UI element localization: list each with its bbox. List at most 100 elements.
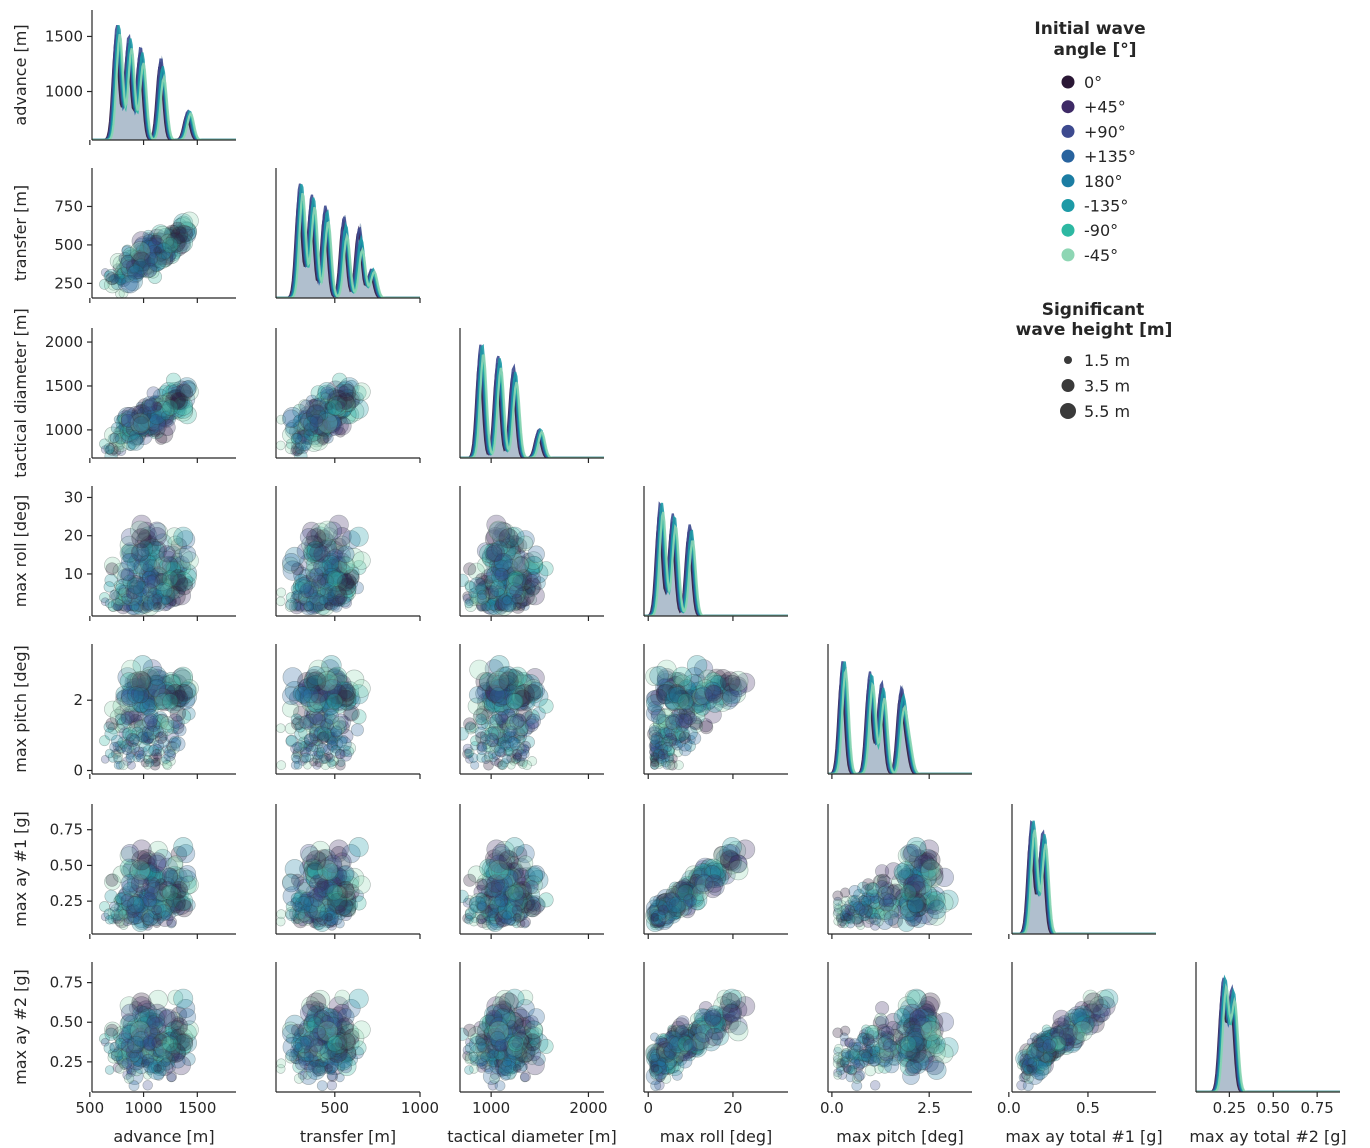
scatter-point bbox=[309, 893, 324, 908]
scatter-point bbox=[499, 590, 510, 601]
scatter-point bbox=[483, 585, 494, 596]
scatter-point bbox=[336, 402, 352, 418]
scatter-point bbox=[297, 589, 310, 602]
scatter-point bbox=[303, 734, 315, 745]
scatter-point bbox=[502, 1057, 512, 1067]
scatter-point bbox=[314, 391, 333, 410]
scatter-point bbox=[299, 427, 318, 446]
scatter-point bbox=[322, 411, 340, 429]
scatter-point bbox=[683, 711, 697, 726]
scatter-point bbox=[524, 555, 544, 575]
y-tick-label: 0 bbox=[73, 761, 83, 779]
scatter-point bbox=[123, 546, 144, 567]
scatter-point bbox=[123, 271, 144, 292]
scatter-point bbox=[126, 252, 146, 272]
scatter-point bbox=[493, 744, 506, 757]
scatter-point bbox=[294, 433, 313, 451]
scatter-point bbox=[147, 416, 160, 429]
scatter-point bbox=[649, 665, 669, 686]
scatter-point bbox=[503, 561, 521, 578]
y-tick-label: 30 bbox=[64, 488, 83, 506]
scatter-point bbox=[142, 403, 159, 420]
scatter-point bbox=[332, 416, 352, 436]
scatter-point bbox=[338, 576, 355, 593]
scatter-point bbox=[333, 571, 349, 587]
scatter-point bbox=[498, 850, 519, 871]
scatter-point bbox=[146, 574, 161, 588]
scatter-point bbox=[310, 526, 330, 546]
scatter-point bbox=[152, 237, 164, 250]
scatter-point bbox=[151, 247, 167, 262]
scatter-point bbox=[292, 901, 303, 912]
scatter-point bbox=[319, 400, 337, 418]
scatter-point bbox=[135, 677, 154, 697]
scatter-point bbox=[475, 595, 491, 611]
scatter-point bbox=[140, 535, 160, 555]
scatter-point bbox=[142, 237, 161, 256]
scatter-point bbox=[171, 234, 191, 255]
scatter-point bbox=[505, 595, 518, 608]
scatter-point bbox=[327, 406, 341, 421]
scatter-point bbox=[124, 415, 140, 431]
scatter-point bbox=[330, 394, 348, 412]
y-tick-label: 0.25 bbox=[50, 892, 83, 910]
scatter-point bbox=[502, 562, 517, 577]
scatter-point bbox=[120, 711, 135, 726]
scatter-point bbox=[131, 528, 152, 549]
scatter-point bbox=[527, 594, 538, 605]
scatter-point bbox=[110, 277, 124, 290]
scatter-point bbox=[170, 720, 185, 735]
scatter-point bbox=[115, 596, 125, 607]
scatter-point bbox=[334, 391, 351, 407]
x-tick-label: 2000 bbox=[569, 1099, 607, 1117]
scatter-point bbox=[143, 595, 159, 611]
scatter-point bbox=[309, 400, 326, 418]
scatter-point bbox=[162, 681, 183, 701]
scatter-point bbox=[131, 253, 143, 265]
scatter-point bbox=[146, 245, 161, 259]
scatter-point bbox=[115, 423, 131, 440]
scatter-point bbox=[162, 398, 183, 418]
scatter-point bbox=[126, 418, 144, 436]
scatter-point bbox=[113, 747, 124, 758]
scatter-point bbox=[672, 666, 692, 687]
scatter-point bbox=[527, 545, 545, 563]
scatter-point bbox=[104, 598, 115, 609]
scatter-point bbox=[136, 254, 154, 272]
scatter-point bbox=[124, 588, 140, 604]
scatter-point bbox=[479, 588, 491, 600]
scatter-point bbox=[127, 594, 137, 605]
scatter-point bbox=[308, 431, 325, 448]
scatter-point bbox=[312, 407, 332, 427]
scatter-point bbox=[164, 400, 176, 412]
scatter-point bbox=[107, 601, 119, 612]
scatter-point bbox=[487, 596, 498, 608]
scatter-point bbox=[308, 588, 320, 600]
scatter-point bbox=[326, 402, 340, 416]
scatter-point bbox=[148, 248, 168, 268]
scatter-point bbox=[141, 266, 154, 279]
scatter-point bbox=[310, 416, 327, 434]
scatter-point bbox=[491, 567, 510, 587]
scatter-point bbox=[170, 563, 185, 577]
scatter-point bbox=[150, 400, 164, 414]
scatter-point bbox=[326, 884, 343, 901]
scatter-point bbox=[168, 236, 181, 250]
scatter-point bbox=[142, 598, 155, 611]
scatter-point bbox=[124, 423, 143, 442]
scatter-point bbox=[153, 601, 162, 611]
scatter-point bbox=[117, 413, 130, 425]
scatter-point bbox=[161, 556, 179, 574]
scatter-point bbox=[128, 253, 143, 268]
scatter-point bbox=[156, 594, 174, 612]
scatter-point bbox=[293, 602, 303, 611]
scatter-point bbox=[464, 915, 474, 925]
scatter-point bbox=[338, 577, 357, 596]
scatter-point bbox=[124, 249, 143, 268]
scatter-point bbox=[495, 581, 513, 599]
scatter-point bbox=[132, 543, 150, 561]
scatter-point bbox=[113, 752, 123, 763]
scatter-point bbox=[161, 392, 181, 412]
scatter-point bbox=[322, 388, 343, 409]
scatter-point bbox=[321, 412, 342, 433]
